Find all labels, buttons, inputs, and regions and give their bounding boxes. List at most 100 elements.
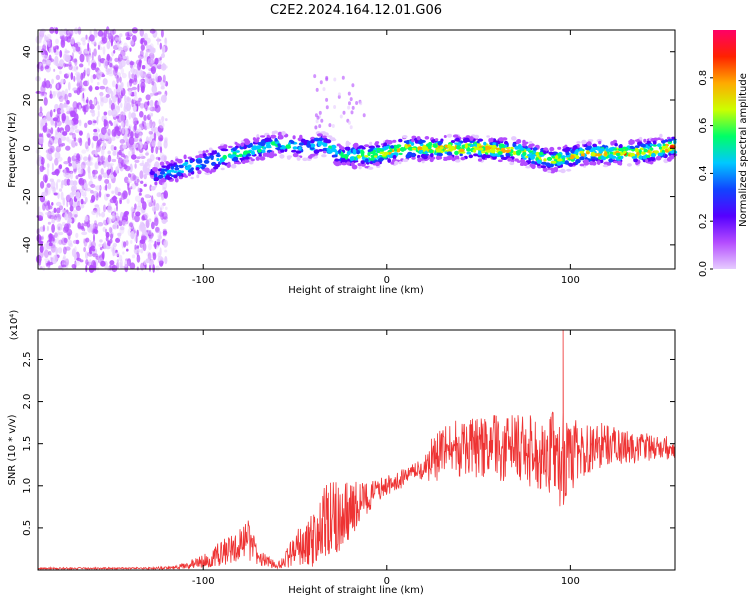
noise-cell: [70, 72, 74, 81]
noise-cell: [79, 53, 85, 63]
noise-cell: [146, 251, 150, 257]
ridge-cell: [598, 149, 603, 154]
ridge-cell: [473, 153, 478, 157]
colorbar: 0.0 0.2 0.4 0.6 0.8 Normalized spectral ampli…: [698, 30, 749, 277]
noise-cell: [42, 265, 46, 271]
spectrogram-frame: [37, 29, 676, 270]
noise-cell: [105, 135, 111, 144]
ridge-cell: [404, 145, 409, 149]
noise-cell: [59, 70, 62, 75]
noise-cell: [100, 260, 106, 267]
noise-cell: [125, 36, 131, 41]
ridge-cell: [161, 165, 168, 168]
ridge-cell: [154, 181, 158, 186]
ridge-cell: [638, 155, 643, 160]
ridge-cell: [183, 154, 187, 160]
ridge-cell: [272, 153, 277, 157]
noise-cell: [65, 246, 71, 251]
ridge-cell: [649, 161, 654, 165]
noise-cell: [45, 262, 48, 267]
noise-cell: [106, 169, 111, 175]
noise-cell: [337, 92, 341, 97]
noise-cell: [93, 233, 95, 243]
noise-cell: [51, 223, 55, 233]
noise-cell: [50, 220, 54, 224]
ridge-cell: [512, 151, 517, 155]
noise-cell: [160, 85, 165, 90]
ridge-cell: [251, 150, 255, 156]
noise-cell: [315, 119, 319, 124]
ridge-cell: [332, 154, 338, 158]
noise-cell: [115, 37, 120, 42]
noise-cell: [68, 162, 72, 167]
noise-cell: [37, 240, 44, 244]
noise-cell: [97, 128, 101, 133]
noise-cell: [94, 162, 98, 170]
noise-cell: [159, 161, 165, 167]
ridge-cell: [260, 140, 266, 143]
noise-cell: [68, 92, 72, 98]
noise-cell: [78, 80, 83, 89]
noise-cell: [114, 186, 119, 196]
noise-cell: [120, 153, 126, 158]
ridge-cell: [281, 131, 286, 136]
noise-cell: [144, 140, 151, 144]
noise-cell: [102, 78, 108, 86]
ridge-cell: [402, 158, 409, 163]
noise-cell: [314, 113, 318, 118]
noise-cell: [80, 190, 85, 197]
ridge-cell: [516, 151, 521, 156]
noise-cell: [146, 114, 151, 121]
noise-cell: [59, 103, 65, 110]
ridge-cell: [398, 152, 403, 156]
noise-cell: [135, 69, 140, 77]
noise-cell: [117, 162, 122, 168]
noise-cell: [159, 247, 162, 256]
ridge-cell: [454, 159, 461, 163]
noise-cell: [143, 40, 148, 46]
noise-cell: [99, 247, 103, 251]
ridge-cell: [460, 156, 466, 161]
ridge-cell: [228, 145, 233, 149]
ridge-cell: [579, 156, 585, 161]
ridge-cell: [203, 159, 210, 164]
ridge-cell: [364, 155, 369, 158]
noise-cell: [82, 201, 87, 205]
noise-cell: [153, 107, 157, 112]
ridge-cell: [417, 146, 423, 151]
ridge-cell: [327, 135, 333, 138]
noise-cell: [89, 240, 92, 247]
noise-cell: [134, 163, 137, 169]
ridge-cell: [464, 144, 468, 149]
ridge-cell: [437, 141, 443, 146]
noise-cell: [113, 67, 118, 76]
snr-frame: [37, 329, 676, 571]
noise-cell: [318, 124, 322, 129]
noise-cell: [44, 80, 51, 89]
noise-cell: [61, 90, 64, 94]
noise-cell: [111, 190, 115, 194]
noise-cell: [114, 220, 118, 225]
noise-cell: [67, 215, 71, 223]
ridge-cell: [308, 155, 313, 159]
noise-cell: [122, 112, 126, 116]
noise-cell: [136, 179, 140, 183]
ridge-cell: [249, 160, 254, 165]
noise-cell: [101, 135, 105, 141]
noise-cell: [75, 175, 79, 180]
ridge-cell: [592, 143, 597, 148]
noise-cell: [101, 37, 108, 44]
noise-cell: [127, 179, 132, 184]
noise-cell: [164, 249, 168, 253]
ridge-cell: [204, 157, 210, 160]
ridge-cell: [630, 139, 635, 145]
noise-cell: [56, 112, 60, 119]
ridge-cell: [615, 152, 621, 157]
noise-cell: [158, 157, 161, 161]
noise-cell: [129, 163, 133, 173]
noise-cell: [76, 153, 81, 161]
noise-cell: [333, 77, 337, 82]
ridge-cell: [466, 151, 472, 155]
noise-cell: [138, 58, 142, 65]
noise-cell: [145, 152, 149, 157]
